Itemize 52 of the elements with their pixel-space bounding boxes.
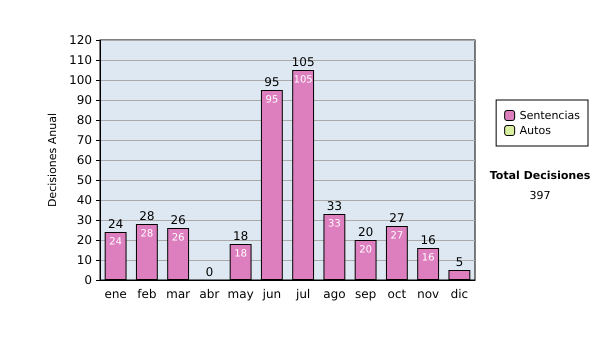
total-label: 95: [264, 75, 280, 89]
x-tick-label: may: [228, 287, 254, 301]
total-label: 16: [420, 233, 436, 247]
total-label: 105: [292, 55, 315, 69]
data-label: 16: [422, 252, 434, 264]
data-label: 24: [109, 236, 122, 248]
x-tick-label: ene: [104, 287, 127, 301]
data-label: 18: [234, 248, 247, 260]
y-tick-label: 20: [76, 233, 92, 247]
data-label: 27: [390, 230, 404, 242]
x-tick-label: mar: [166, 287, 190, 301]
data-label: 105: [294, 74, 313, 86]
y-axis-title: Decisiones Anual: [46, 112, 60, 208]
x-tick-label: jul: [294, 287, 310, 301]
total-label: 24: [108, 217, 124, 231]
y-tick-label: 40: [76, 193, 92, 207]
x-tick-label: oct: [388, 287, 406, 301]
y-tick-label: 50: [76, 173, 92, 187]
x-tick-label: ago: [323, 287, 346, 301]
total-label: 33: [326, 199, 342, 213]
y-tick-label: 10: [76, 253, 92, 267]
data-label: 95: [266, 94, 278, 106]
data-label: 20: [359, 244, 372, 256]
legend-label: Autos: [520, 124, 552, 137]
total-label: 18: [232, 229, 248, 243]
y-tick-label: 120: [69, 33, 92, 47]
total-label: 28: [139, 209, 155, 223]
data-label: 33: [328, 218, 341, 230]
legend-label: Sentencias: [520, 109, 580, 122]
y-tick-label: 100: [69, 73, 92, 87]
total-label: 0: [206, 265, 214, 279]
x-tick-label: sep: [354, 287, 376, 301]
total-label: 5: [456, 255, 464, 269]
y-tick-label: 80: [76, 113, 92, 127]
x-tick-label: feb: [137, 287, 156, 301]
text: 397: [530, 189, 550, 202]
y-tick-label: 30: [76, 213, 92, 227]
data-label: 28: [140, 228, 154, 240]
x-tick-label: abr: [199, 287, 220, 301]
y-tick-label: 0: [84, 273, 92, 287]
data-label: 26: [172, 232, 184, 244]
x-tick-label: jun: [262, 287, 282, 301]
total-label: 26: [170, 213, 186, 227]
y-tick-label: 110: [69, 53, 92, 67]
y-tick-label: 60: [76, 153, 92, 167]
total-label: 27: [389, 211, 405, 225]
y-tick-label: 70: [76, 133, 92, 147]
y-tick-label: 90: [76, 93, 92, 107]
text: Total Decisiones: [490, 169, 591, 182]
x-tick-label: dic: [450, 287, 468, 301]
x-tick-label: nov: [417, 287, 440, 301]
total-label: 20: [358, 225, 374, 239]
